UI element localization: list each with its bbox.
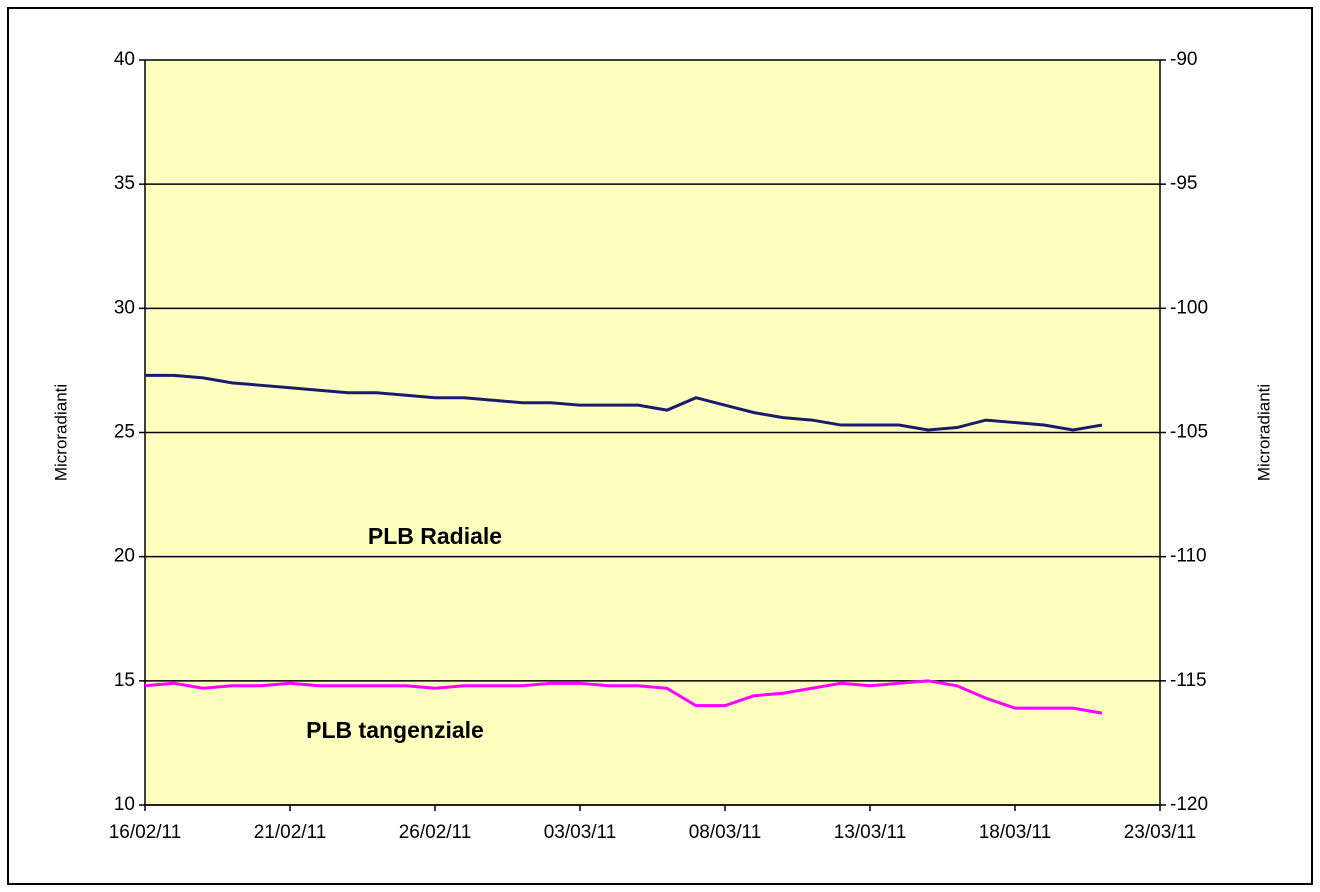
y2-tick-label: -100 (1170, 297, 1208, 318)
x-tick-label: 08/03/11 (689, 822, 762, 843)
y-tick-label: 40 (114, 49, 135, 70)
x-tick-label: 16/02/11 (109, 822, 182, 843)
x-tick-label: 18/03/11 (979, 822, 1052, 843)
y2-tick-label: -95 (1170, 173, 1197, 194)
y2-axis-title: Microradianti (1254, 384, 1273, 481)
y2-tick-label: -115 (1170, 670, 1207, 691)
series-label: PLB Radiale (368, 523, 502, 549)
y-tick-label: 35 (114, 173, 135, 194)
y-tick-label: 20 (114, 546, 135, 567)
x-tick-label: 03/03/11 (544, 822, 617, 843)
series-line (145, 373, 1103, 432)
x-tick-label: 23/03/11 (1124, 822, 1197, 843)
y2-tick-label: -110 (1170, 546, 1207, 567)
y-tick-label: 15 (114, 670, 135, 691)
y2-tick-label: -90 (1170, 49, 1197, 70)
y-tick-label: 30 (114, 297, 135, 318)
x-tick-label: 21/02/11 (254, 822, 327, 843)
y2-tick-label: -105 (1170, 422, 1208, 443)
x-tick-label: 13/03/11 (834, 822, 907, 843)
series-label: PLB tangenziale (306, 717, 484, 743)
y-tick-label: 10 (114, 794, 135, 815)
x-tick-label: 26/02/11 (399, 822, 472, 843)
y-tick-label: 25 (114, 422, 135, 443)
y-axis-title: Microradianti (51, 384, 70, 481)
series-line (144, 679, 1103, 715)
y2-tick-label: -120 (1170, 794, 1208, 815)
